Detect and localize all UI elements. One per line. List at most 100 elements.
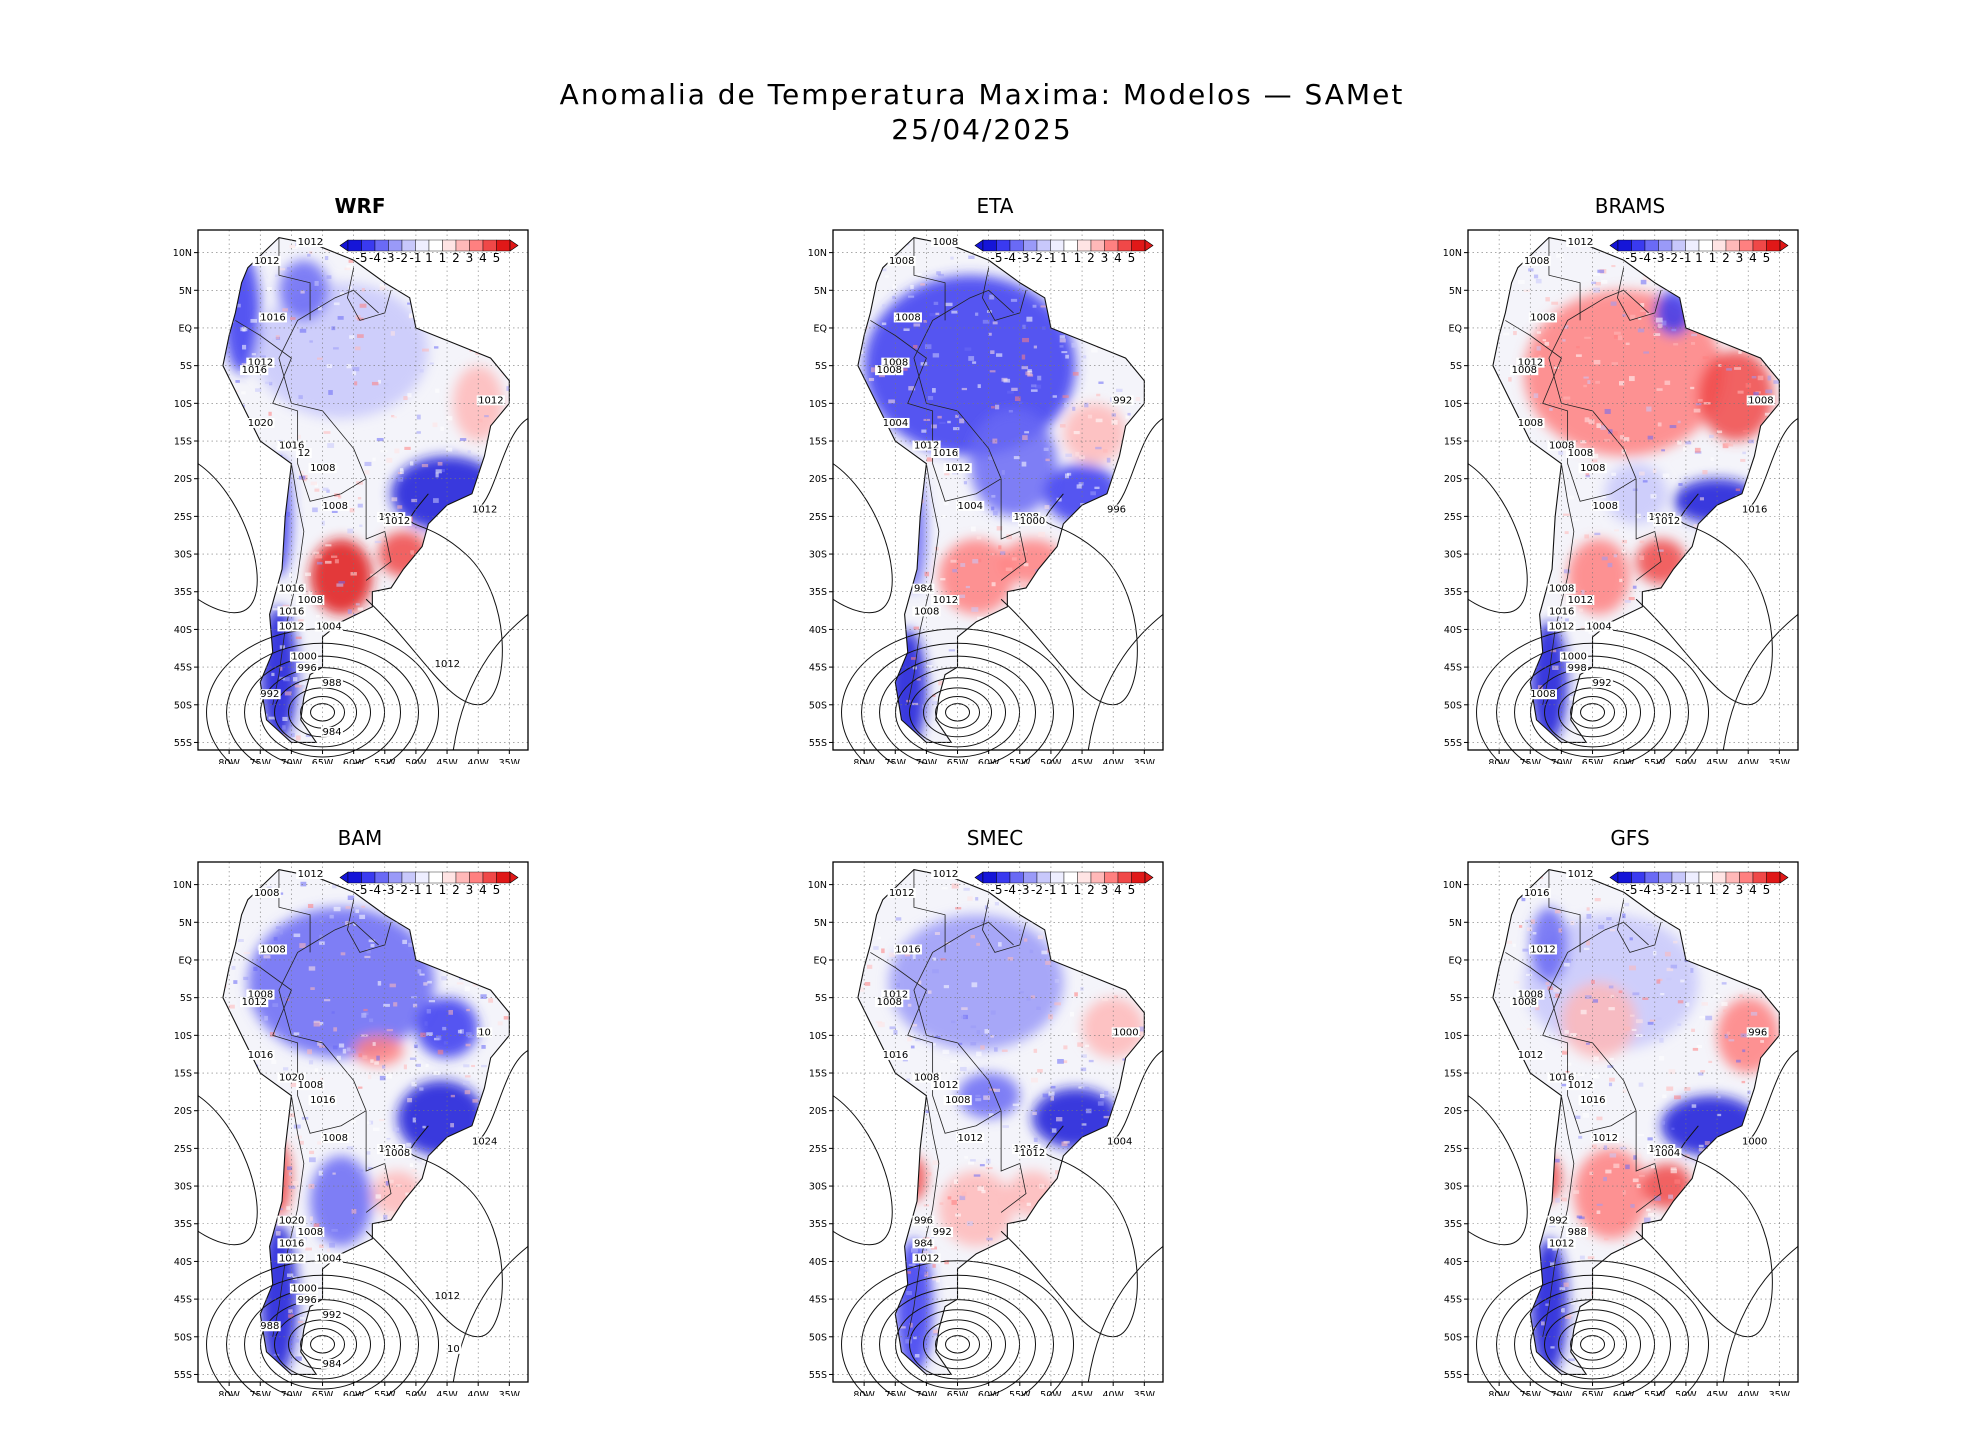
anomaly-speckle <box>1545 297 1550 302</box>
anomaly-speckle <box>959 1195 966 1201</box>
panel-title: SMEC <box>966 826 1024 850</box>
lon-label: 35W <box>499 1390 521 1396</box>
isobar-label: 1020 <box>248 418 273 429</box>
anomaly-speckle <box>1038 1183 1045 1189</box>
colorbar-label: 3 <box>1101 251 1109 265</box>
anomaly-speckle <box>307 1049 312 1055</box>
anomaly-speckle <box>1585 471 1590 477</box>
isobar-label-bg <box>1547 1072 1576 1083</box>
colorbar-label: -4 <box>1639 883 1651 897</box>
panel-brams: BRAMS 1012 1008 1008 1012 1008 1008 1008 1008 100… <box>1420 194 1840 764</box>
colorbar-swatch <box>496 239 511 252</box>
isobar-line <box>452 1245 529 1383</box>
anomaly-speckle <box>953 427 960 431</box>
anomaly-speckle <box>304 572 311 577</box>
colorbar-swatch <box>1117 239 1132 252</box>
anomaly-speckle <box>1085 1044 1090 1048</box>
anomaly-speckle <box>386 1139 391 1143</box>
isobar-label-bg <box>875 997 904 1008</box>
isobar-label: 1008 <box>1593 501 1618 512</box>
anomaly-speckle <box>288 1185 296 1189</box>
anomaly-speckle <box>1595 380 1600 384</box>
anomaly-speckle <box>1577 1073 1585 1077</box>
isobar-line <box>365 1125 503 1338</box>
anomaly-speckle <box>1022 435 1028 440</box>
colorbar-swatch <box>388 239 403 252</box>
isobar-label: 1020 <box>279 1216 304 1227</box>
anomaly-speckle <box>349 335 355 339</box>
isobar-label: 1008 <box>260 944 285 955</box>
anomaly-speckle <box>1050 1085 1056 1089</box>
colorbar-label: -2 <box>1666 883 1678 897</box>
anomaly-speckle <box>268 411 272 416</box>
anomaly-speckle <box>995 404 1000 410</box>
anomaly-speckle <box>271 338 276 342</box>
colorbar-swatch <box>1631 871 1646 884</box>
country-border <box>870 952 1002 1134</box>
isobar-label-bg <box>240 997 269 1008</box>
anomaly-map: 1012101610121008100810121016101210161012… <box>1443 861 1799 1396</box>
anomaly-speckle <box>1557 614 1563 619</box>
anomaly-speckle <box>1699 497 1704 501</box>
anomaly-speckle <box>1042 1093 1048 1098</box>
anomaly-speckle <box>340 292 345 295</box>
anomaly-speckle <box>308 591 313 596</box>
anomaly-speckle <box>1026 996 1031 1001</box>
anomaly-speckle <box>1007 390 1014 394</box>
anomaly-speckle <box>1031 384 1037 388</box>
anomaly-speckle <box>235 390 239 393</box>
isobar-label: 1008 <box>895 312 920 323</box>
anomaly-speckle <box>459 438 467 441</box>
anomaly-speckle <box>391 415 395 418</box>
anomaly-speckle <box>279 666 283 671</box>
anomaly-speckle <box>1628 596 1635 601</box>
anomaly-speckle <box>1085 1108 1092 1114</box>
isobar-label: 1000 <box>291 652 316 663</box>
anomaly-speckle <box>986 1237 993 1241</box>
lon-label: 75W <box>1520 758 1542 764</box>
isobar-label: 1016 <box>279 606 304 617</box>
anomaly-speckle <box>1593 272 1601 276</box>
anomaly-speckle <box>383 382 389 387</box>
anomaly-speckle <box>1677 1000 1684 1004</box>
anomaly-speckle <box>1080 1067 1087 1072</box>
anomaly-speckle <box>909 1322 913 1328</box>
lat-label: 25S <box>1444 512 1462 523</box>
anomaly-speckle <box>302 477 307 482</box>
colorbar-label: 1 <box>1074 251 1082 265</box>
anomaly-speckle <box>352 370 357 376</box>
anomaly-speckle <box>1739 994 1743 998</box>
anomaly-speckle <box>375 1194 381 1199</box>
anomaly-speckle <box>1747 1090 1751 1095</box>
isobar-label: 1016 <box>895 944 920 955</box>
anomaly-blob <box>1698 350 1774 442</box>
colorbar-label: 1 <box>439 883 447 897</box>
anomaly-speckle <box>284 691 292 696</box>
anomaly-speckle <box>377 379 382 384</box>
isobar-label: 984 <box>323 727 342 738</box>
anomaly-speckle <box>412 1117 416 1123</box>
anomaly-speckle <box>484 415 489 418</box>
lat-label: 5N <box>814 286 827 297</box>
anomaly-speckle <box>275 1231 281 1236</box>
anomaly-speckle <box>1040 305 1047 308</box>
anomaly-speckle <box>404 446 411 450</box>
isobar-label-bg <box>912 1215 935 1226</box>
colorbar-swatch <box>1658 239 1673 252</box>
anomaly-speckle <box>293 933 301 938</box>
anomaly-speckle <box>906 1271 911 1274</box>
anomaly-speckle <box>1071 342 1077 348</box>
country-border <box>1635 1110 1662 1213</box>
lon-label: 40W <box>1102 1390 1124 1396</box>
anomaly-map: 1012101210161012101610201016121008100810… <box>173 229 529 764</box>
anomaly-speckle <box>255 388 262 392</box>
anomaly-speckle <box>1059 338 1066 343</box>
anomaly-speckle <box>324 560 332 564</box>
anomaly-speckle <box>990 1035 994 1038</box>
isobar-label-bg <box>321 500 350 511</box>
isobar-line <box>477 1049 529 1142</box>
anomaly-speckle <box>331 1228 338 1232</box>
anomaly-speckle <box>1026 1202 1031 1206</box>
anomaly-speckle <box>1125 415 1129 419</box>
anomaly-speckle <box>1638 1082 1644 1087</box>
